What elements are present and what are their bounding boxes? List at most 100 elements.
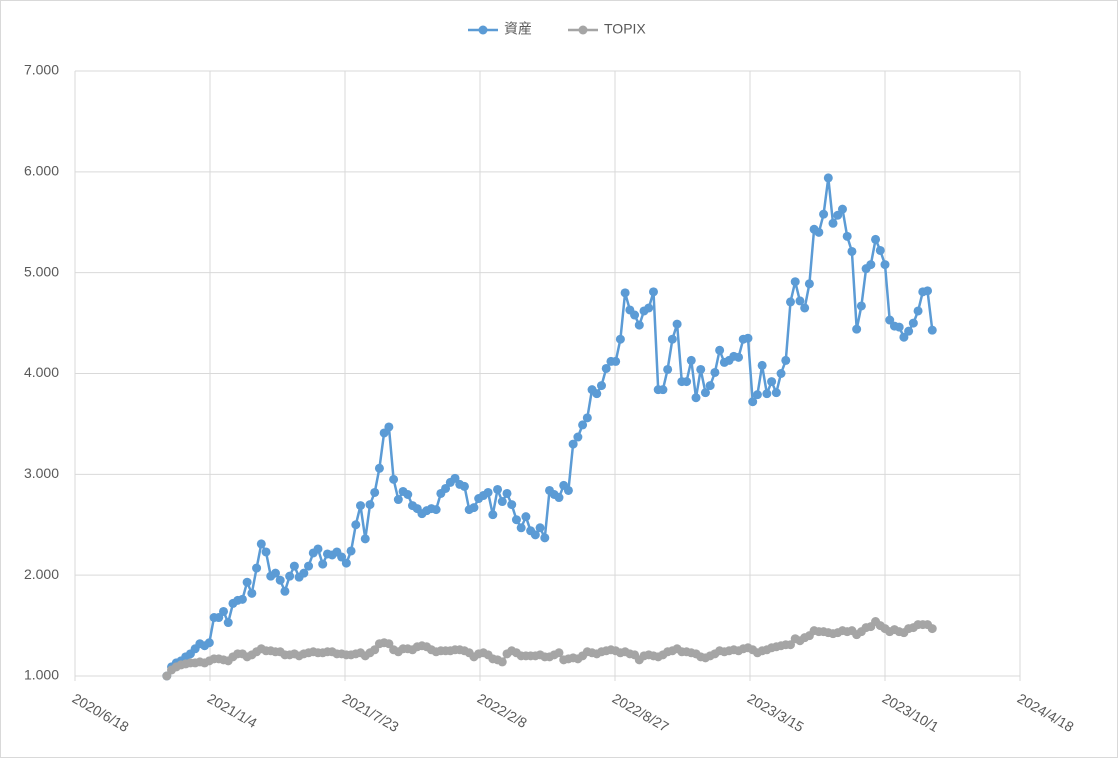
data-point — [743, 333, 753, 343]
data-point — [927, 325, 937, 335]
data-point — [800, 303, 810, 313]
data-point — [252, 563, 262, 573]
data-point — [389, 474, 399, 484]
data-point — [734, 352, 744, 362]
y-tick-label: 4.000 — [24, 364, 59, 380]
data-point — [318, 559, 328, 569]
data-point — [497, 497, 507, 507]
data-point — [219, 606, 228, 616]
data-point — [540, 533, 550, 543]
y-tick-label: 3.000 — [24, 465, 59, 481]
data-point — [304, 561, 314, 571]
data-point — [667, 334, 677, 344]
data-point — [370, 645, 380, 655]
data-point — [214, 613, 224, 623]
data-point — [356, 501, 366, 511]
data-point — [790, 277, 800, 287]
data-point — [450, 473, 460, 483]
data-point — [459, 481, 469, 491]
data-point — [700, 388, 710, 398]
data-point — [365, 500, 375, 510]
data-point — [261, 547, 271, 557]
y-tick-label: 5.000 — [24, 263, 59, 279]
data-point — [837, 204, 847, 214]
data-point — [582, 413, 592, 423]
data-point — [247, 588, 257, 598]
data-point — [686, 355, 696, 365]
data-point — [819, 209, 829, 219]
data-point — [516, 523, 526, 533]
data-point — [823, 173, 833, 183]
data-point — [483, 487, 493, 497]
data-point — [497, 657, 507, 667]
data-point — [313, 544, 323, 554]
data-point — [615, 334, 625, 344]
data-point — [554, 493, 564, 503]
data-point — [852, 324, 862, 334]
data-point — [289, 561, 299, 571]
y-tick-label: 1.000 — [24, 667, 59, 683]
data-point — [833, 210, 843, 220]
y-tick-label: 6.000 — [24, 163, 59, 179]
data-point — [672, 319, 682, 329]
data-point — [682, 377, 692, 387]
data-point — [894, 322, 904, 332]
data-point — [658, 385, 668, 395]
data-point — [752, 390, 762, 400]
data-point — [346, 546, 356, 556]
data-point — [795, 296, 805, 306]
data-point — [866, 260, 876, 270]
data-point — [767, 377, 777, 387]
data-point — [270, 568, 280, 578]
data-point — [885, 315, 895, 325]
data-point — [351, 520, 361, 530]
data-point — [384, 639, 394, 649]
data-point — [776, 369, 786, 378]
data-point — [880, 260, 890, 270]
data-point — [786, 640, 795, 650]
data-point — [804, 279, 814, 289]
data-point — [611, 356, 621, 366]
data-point — [162, 671, 172, 681]
data-point — [762, 389, 772, 399]
data-point — [488, 510, 498, 520]
data-point — [648, 287, 658, 297]
data-point — [691, 393, 701, 403]
data-point — [592, 389, 602, 399]
legend-label: 資産 — [504, 21, 532, 37]
data-point — [715, 345, 725, 355]
data-point — [204, 638, 214, 648]
data-point — [771, 388, 781, 398]
data-point — [237, 594, 247, 604]
data-point — [634, 320, 644, 330]
data-point — [710, 367, 720, 377]
data-point — [502, 488, 512, 498]
data-point — [847, 246, 857, 256]
data-point — [507, 500, 517, 510]
data-point — [242, 577, 252, 587]
data-point — [256, 539, 266, 549]
data-point — [696, 364, 706, 374]
data-point — [360, 534, 370, 544]
data-point — [384, 422, 394, 432]
data-point — [828, 218, 838, 228]
data-point — [923, 286, 933, 296]
data-point — [511, 515, 521, 525]
data-point — [597, 381, 606, 391]
data-point — [578, 420, 588, 430]
data-point — [280, 586, 290, 596]
data-point — [374, 463, 384, 473]
data-point — [530, 530, 540, 540]
legend-label: TOPIX — [604, 21, 646, 37]
data-point — [663, 364, 673, 374]
data-point — [620, 288, 630, 298]
data-point — [814, 227, 824, 237]
data-point — [275, 575, 285, 585]
data-point — [393, 495, 403, 505]
data-point — [563, 485, 573, 495]
data-point — [521, 512, 531, 522]
data-point — [285, 571, 295, 581]
data-point — [337, 552, 347, 562]
